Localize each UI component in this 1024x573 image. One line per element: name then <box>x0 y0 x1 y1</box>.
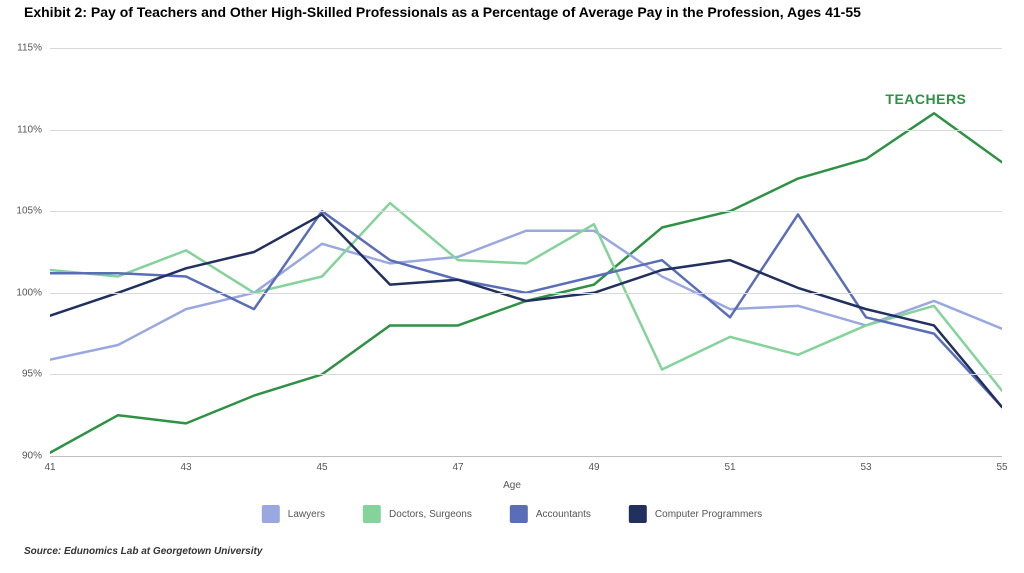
legend-item: Computer Programmers <box>629 505 762 523</box>
xtick-label: 51 <box>724 456 735 473</box>
series-line-computer-programmers <box>50 214 1002 407</box>
xtick-label: 49 <box>588 456 599 473</box>
legend-swatch <box>363 505 381 523</box>
legend-label: Computer Programmers <box>655 509 762 520</box>
teachers-callout: TEACHERS <box>885 91 966 107</box>
xtick-label: 43 <box>180 456 191 473</box>
series-line-teachers <box>50 113 1002 452</box>
gridline <box>50 130 1002 131</box>
lines-svg <box>50 48 1002 456</box>
gridline <box>50 293 1002 294</box>
series-line-lawyers <box>50 231 1002 360</box>
x-axis-label: Age <box>503 480 521 491</box>
xtick-label: 47 <box>452 456 463 473</box>
legend-swatch <box>510 505 528 523</box>
legend-label: Lawyers <box>288 509 325 520</box>
chart-title: Exhibit 2: Pay of Teachers and Other Hig… <box>24 4 1000 22</box>
xtick-label: 55 <box>996 456 1007 473</box>
gridline <box>50 211 1002 212</box>
ytick-label: 95% <box>22 369 50 380</box>
ytick-label: 115% <box>17 43 50 54</box>
chart-container: Exhibit 2: Pay of Teachers and Other Hig… <box>0 0 1024 573</box>
gridline <box>50 374 1002 375</box>
ytick-label: 105% <box>16 206 50 217</box>
legend-swatch <box>629 505 647 523</box>
ytick-label: 110% <box>17 124 50 135</box>
legend-label: Accountants <box>536 509 591 520</box>
legend-item: Doctors, Surgeons <box>363 505 472 523</box>
plot-area: 90%95%100%105%110%115%4143454749515355TE… <box>50 48 1002 456</box>
legend-item: Accountants <box>510 505 591 523</box>
xtick-label: 53 <box>860 456 871 473</box>
gridline <box>50 48 1002 49</box>
xtick-label: 41 <box>44 456 55 473</box>
series-line-accountants <box>50 211 1002 407</box>
xtick-label: 45 <box>316 456 327 473</box>
legend-item: Lawyers <box>262 505 325 523</box>
ytick-label: 100% <box>16 287 50 298</box>
legend-label: Doctors, Surgeons <box>389 509 472 520</box>
x-axis-line <box>50 456 1002 457</box>
legend: Lawyers Doctors, Surgeons Accountants Compu… <box>262 505 762 523</box>
legend-swatch <box>262 505 280 523</box>
source-citation: Source: Edunomics Lab at Georgetown Univ… <box>24 546 262 557</box>
